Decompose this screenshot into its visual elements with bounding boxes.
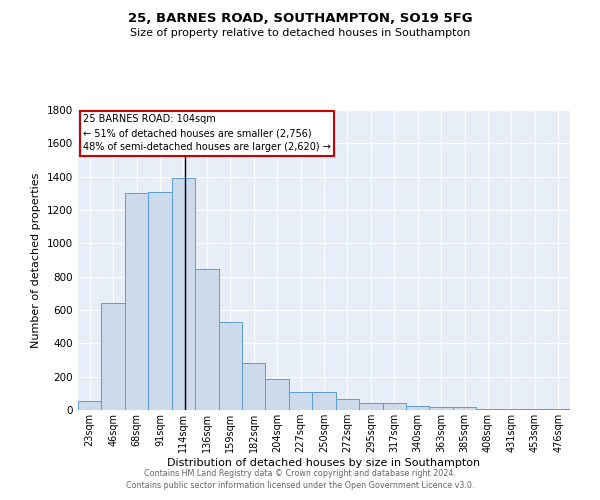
Bar: [406, 406, 430, 410]
Bar: [125, 192, 148, 410]
Bar: [453, 407, 476, 410]
Text: 25, BARNES ROAD, SOUTHAMPTON, SO19 5FG: 25, BARNES ROAD, SOUTHAMPTON, SO19 5FG: [128, 12, 472, 26]
Text: 25 BARNES ROAD: 104sqm
← 51% of detached houses are smaller (2,756)
48% of semi-: 25 BARNES ROAD: 104sqm ← 51% of detached…: [83, 114, 331, 152]
Bar: [289, 392, 312, 410]
Bar: [430, 406, 453, 410]
Bar: [101, 304, 125, 410]
Bar: [148, 192, 172, 410]
Text: Contains HM Land Registry data © Crown copyright and database right 2024.: Contains HM Land Registry data © Crown c…: [144, 468, 456, 477]
X-axis label: Distribution of detached houses by size in Southampton: Distribution of detached houses by size …: [167, 458, 481, 468]
Bar: [523, 409, 547, 410]
Bar: [312, 392, 336, 410]
Text: Size of property relative to detached houses in Southampton: Size of property relative to detached ho…: [130, 28, 470, 38]
Bar: [172, 178, 195, 410]
Bar: [336, 399, 359, 410]
Bar: [500, 409, 523, 410]
Y-axis label: Number of detached properties: Number of detached properties: [31, 172, 41, 348]
Bar: [359, 404, 383, 410]
Bar: [195, 269, 218, 410]
Bar: [218, 322, 242, 410]
Bar: [476, 409, 500, 410]
Bar: [383, 404, 406, 410]
Bar: [242, 362, 265, 410]
Bar: [265, 379, 289, 410]
Text: Contains public sector information licensed under the Open Government Licence v3: Contains public sector information licen…: [126, 481, 474, 490]
Bar: [547, 409, 570, 410]
Bar: [78, 401, 101, 410]
